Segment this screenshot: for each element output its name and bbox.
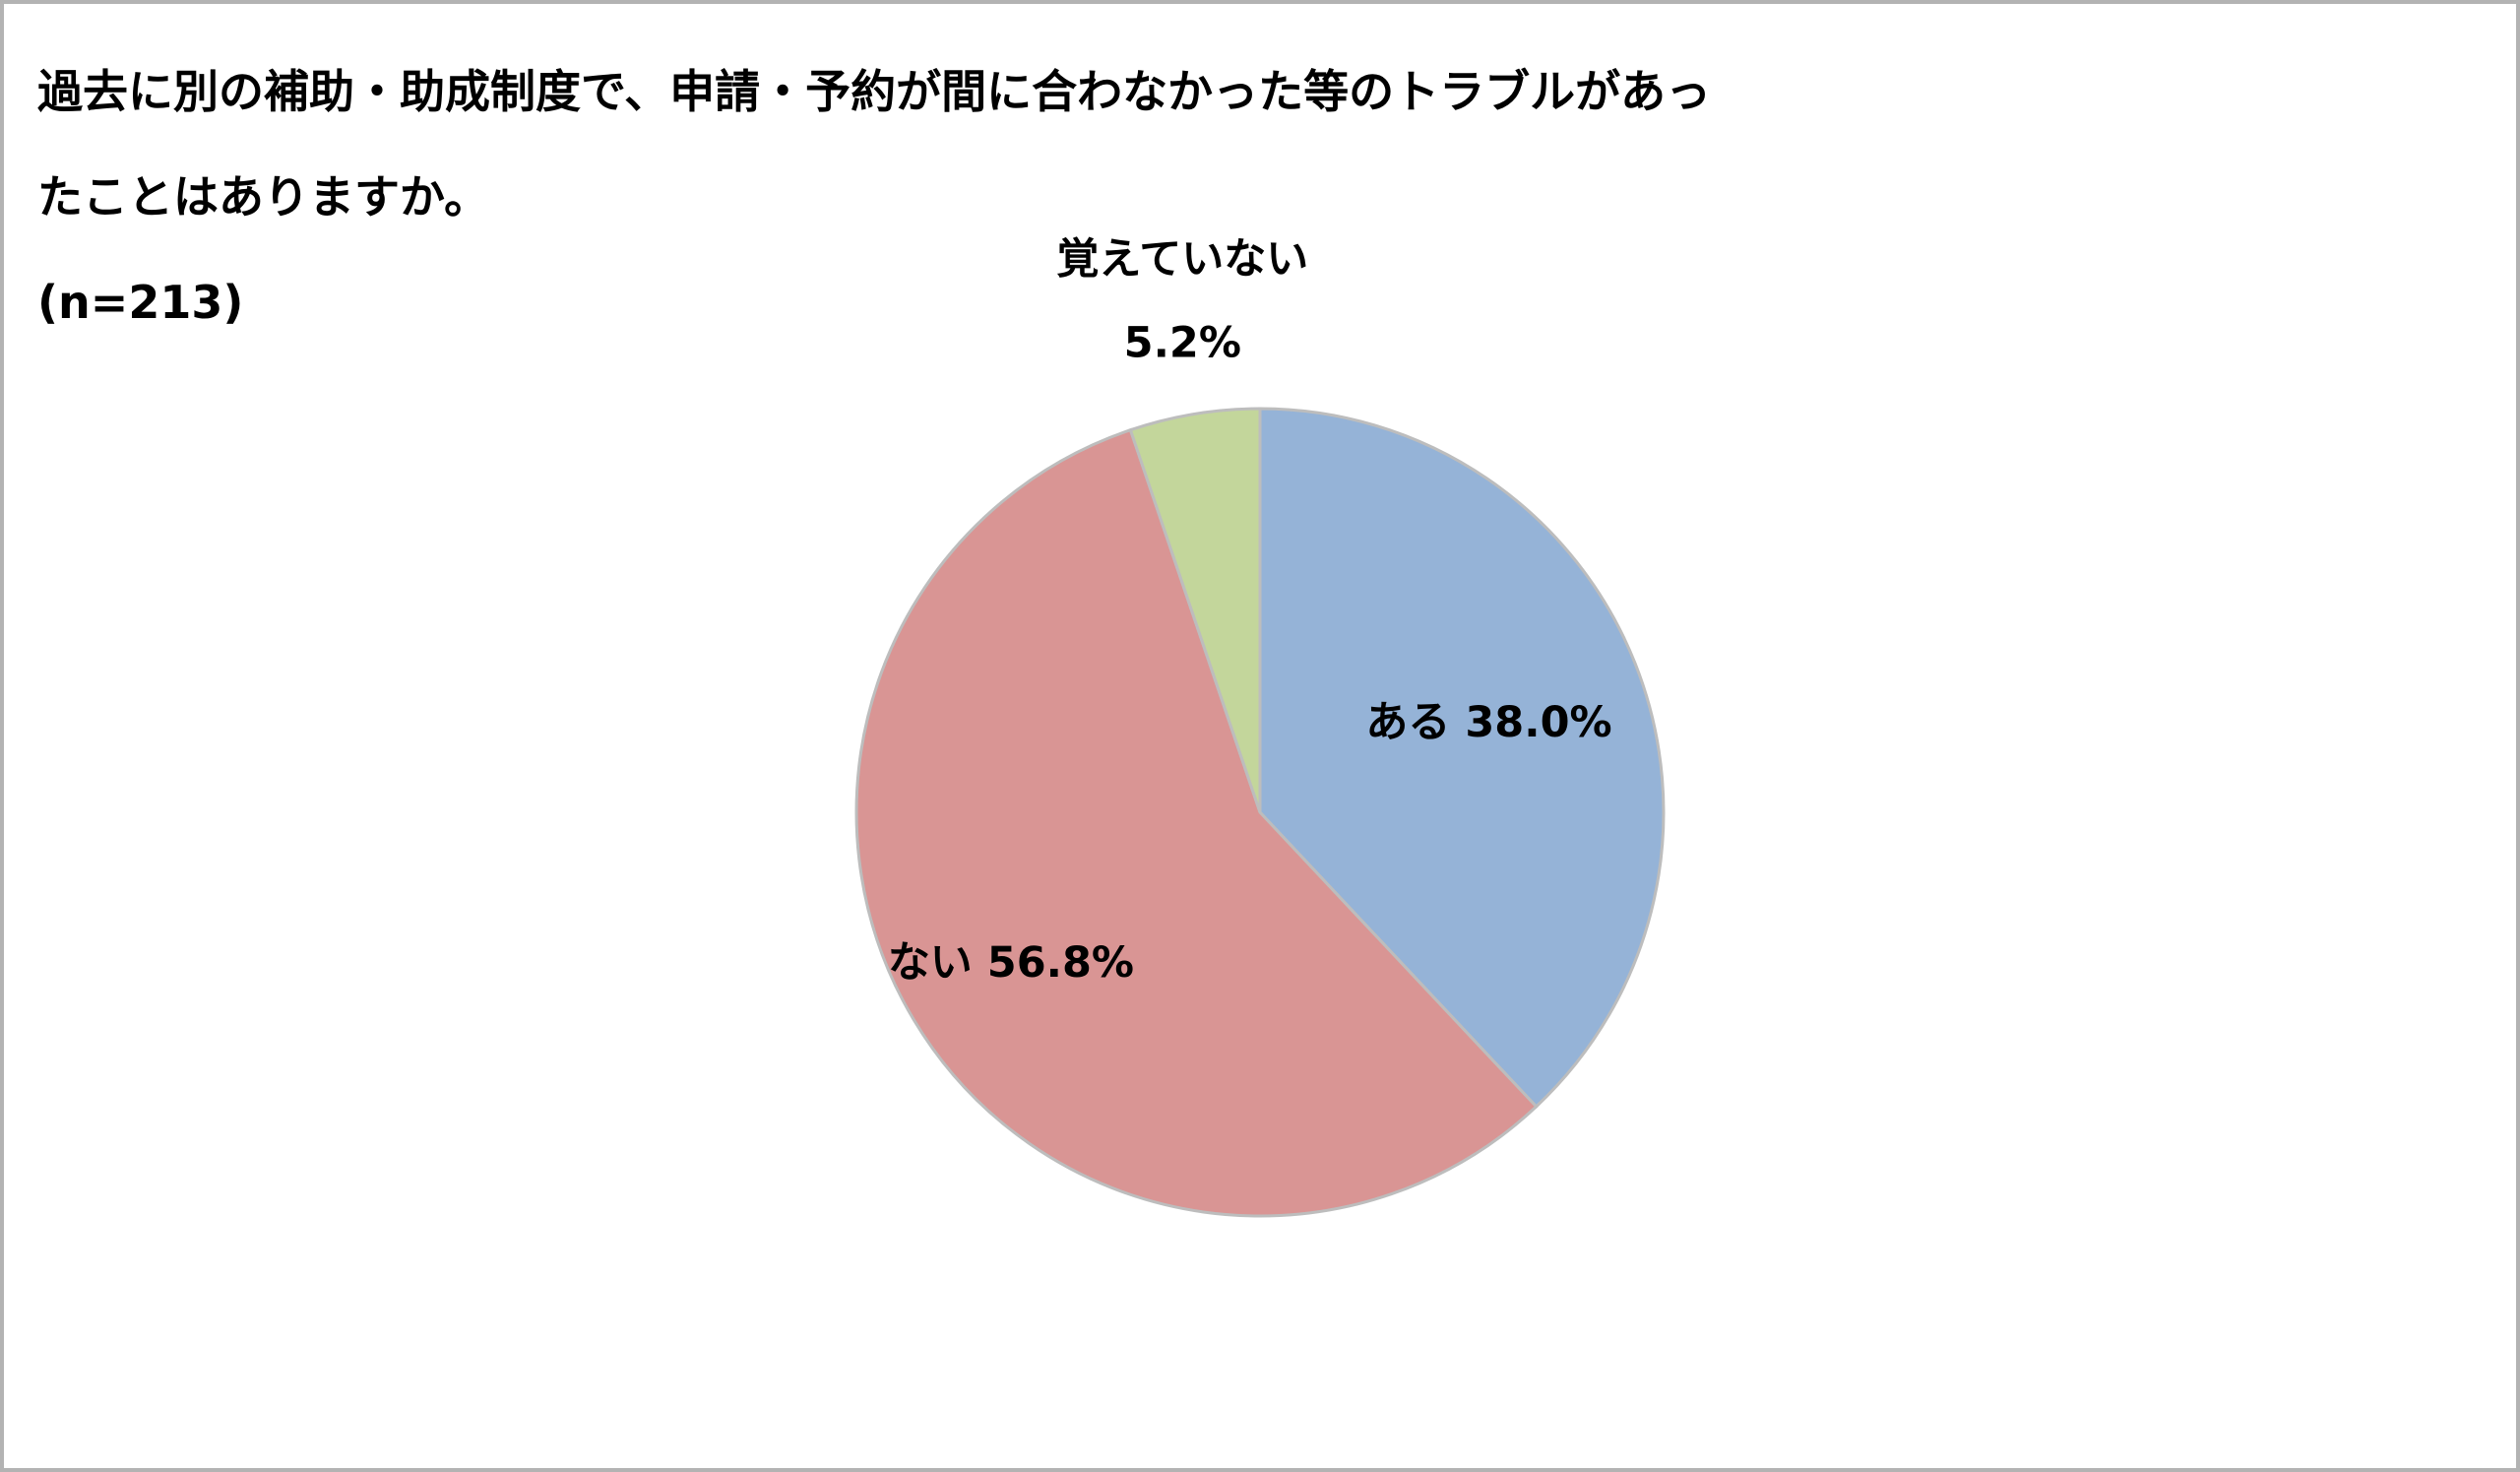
data-labels: ある 38.0% ない 56.8% 覚えていない 5.2% (888, 235, 1612, 988)
label-oboeteinai-value: 5.2% (1124, 319, 1241, 368)
label-nai: ない 56.8% (888, 938, 1134, 988)
title-line-1: 過去に別の補助・助成制度で、申請・予約が間に合わなかった等のトラブルがあっ (37, 65, 1712, 118)
title-line-2: たことはありますか。 (37, 170, 490, 224)
slice-oboeteinai (1128, 407, 1262, 813)
label-aru: ある 38.0% (1365, 698, 1611, 747)
label-oboeteinai-category: 覚えていない (1056, 235, 1308, 285)
sample-size: (n=213) (37, 276, 244, 329)
chart-title: 過去に別の補助・助成制度で、申請・予約が間に合わなかった等のトラブルがあっ たこ… (37, 39, 2055, 355)
slice-nai (854, 427, 1539, 1218)
slice-aru (1258, 407, 1666, 1110)
pie-slices (854, 407, 1666, 1218)
